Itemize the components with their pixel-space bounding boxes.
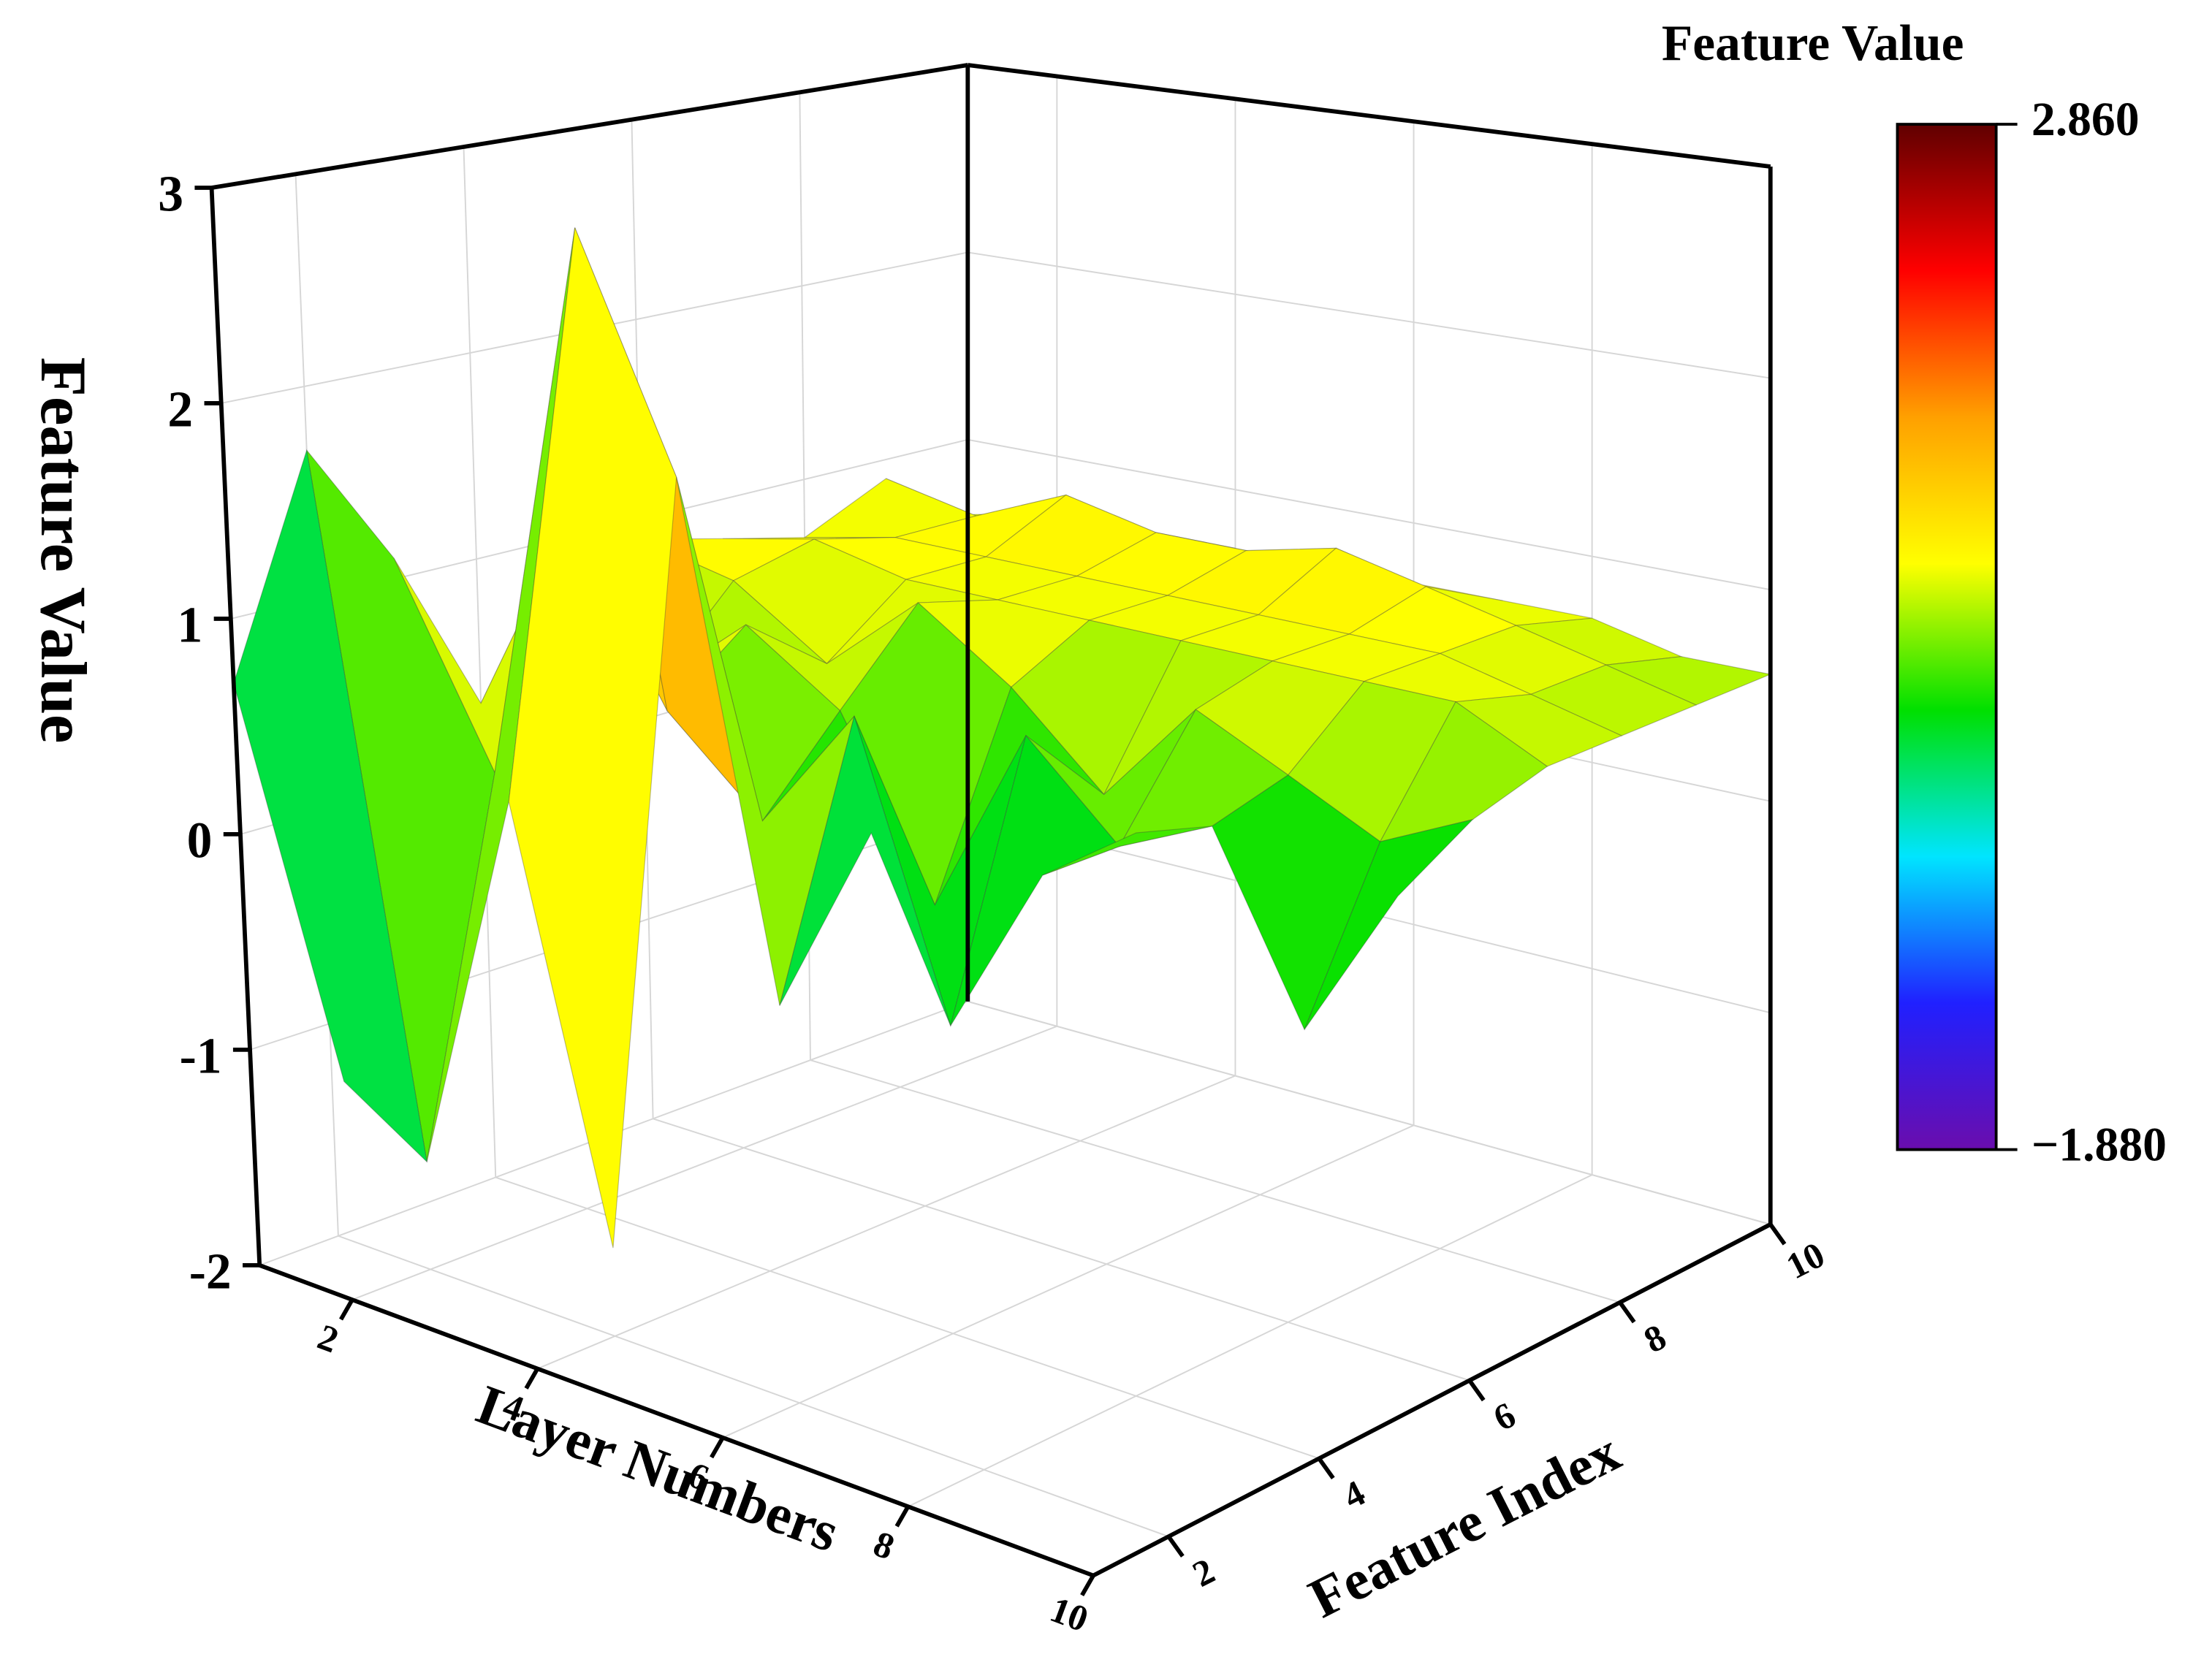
surface-patch <box>1304 818 1475 1030</box>
axis-line <box>209 187 262 1265</box>
axis-line <box>1092 1222 1772 1578</box>
axis-line <box>967 63 1771 169</box>
grid-line <box>463 146 497 1178</box>
surface <box>233 227 1772 1249</box>
z-tick-label: -1 <box>180 1028 222 1084</box>
x-tick-label: 2 <box>313 1316 344 1360</box>
grid-line <box>968 1000 1771 1225</box>
grid-line <box>495 1176 1320 1460</box>
tick-mark <box>1080 1574 1095 1597</box>
tick-mark <box>1317 1457 1335 1480</box>
y-tick-label: 10 <box>1779 1234 1831 1287</box>
grid-line <box>537 1075 1236 1370</box>
grid-line <box>351 1025 1057 1300</box>
y-tick-label: 6 <box>1487 1394 1522 1438</box>
tick-mark <box>339 1298 354 1321</box>
y-tick-label: 4 <box>1337 1472 1372 1517</box>
grid-line <box>722 1124 1414 1438</box>
grid-line <box>968 438 1771 591</box>
tick-mark <box>1768 1223 1787 1246</box>
colorbar <box>1896 123 1998 1151</box>
axis-line <box>259 1263 1095 1578</box>
surface-patch <box>508 227 677 1249</box>
tick-mark <box>524 1367 540 1390</box>
z-tick-label: 2 <box>167 381 193 438</box>
grid-line <box>810 1059 1621 1303</box>
colorbar-tick-label: 2.860 <box>2032 94 2140 146</box>
tick-mark <box>1618 1301 1636 1324</box>
axis-line <box>211 63 968 190</box>
z-tick-label: 0 <box>187 812 213 869</box>
tick-mark <box>1166 1535 1185 1558</box>
x-tick-label: 10 <box>1045 1588 1094 1639</box>
x-axis-title: Layer Numbers <box>469 1373 847 1564</box>
tick-mark <box>710 1436 725 1459</box>
grid-line <box>338 1235 1169 1538</box>
z-tick-label: 1 <box>177 597 202 653</box>
colorbar-tick-label: −1.880 <box>2032 1119 2167 1172</box>
grid-line <box>968 251 1771 379</box>
colorbar-title: Feature Value <box>1662 15 1964 72</box>
y-tick-label: 8 <box>1638 1316 1673 1360</box>
tick-mark <box>1467 1379 1486 1402</box>
surface-patch <box>1379 701 1548 842</box>
tick-mark <box>894 1505 911 1528</box>
y-axis-title: Feature Index <box>1299 1420 1630 1630</box>
y-tick-label: 2 <box>1186 1550 1221 1595</box>
z-axis-title: Feature Value <box>27 357 99 744</box>
z-tick-label: -2 <box>189 1243 232 1300</box>
z-tick-label: 3 <box>158 166 183 222</box>
x-tick-label: 8 <box>868 1523 900 1567</box>
grid-line <box>908 1174 1593 1508</box>
grid-line <box>653 1118 1470 1382</box>
